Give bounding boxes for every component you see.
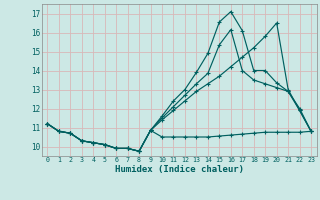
X-axis label: Humidex (Indice chaleur): Humidex (Indice chaleur) xyxy=(115,165,244,174)
